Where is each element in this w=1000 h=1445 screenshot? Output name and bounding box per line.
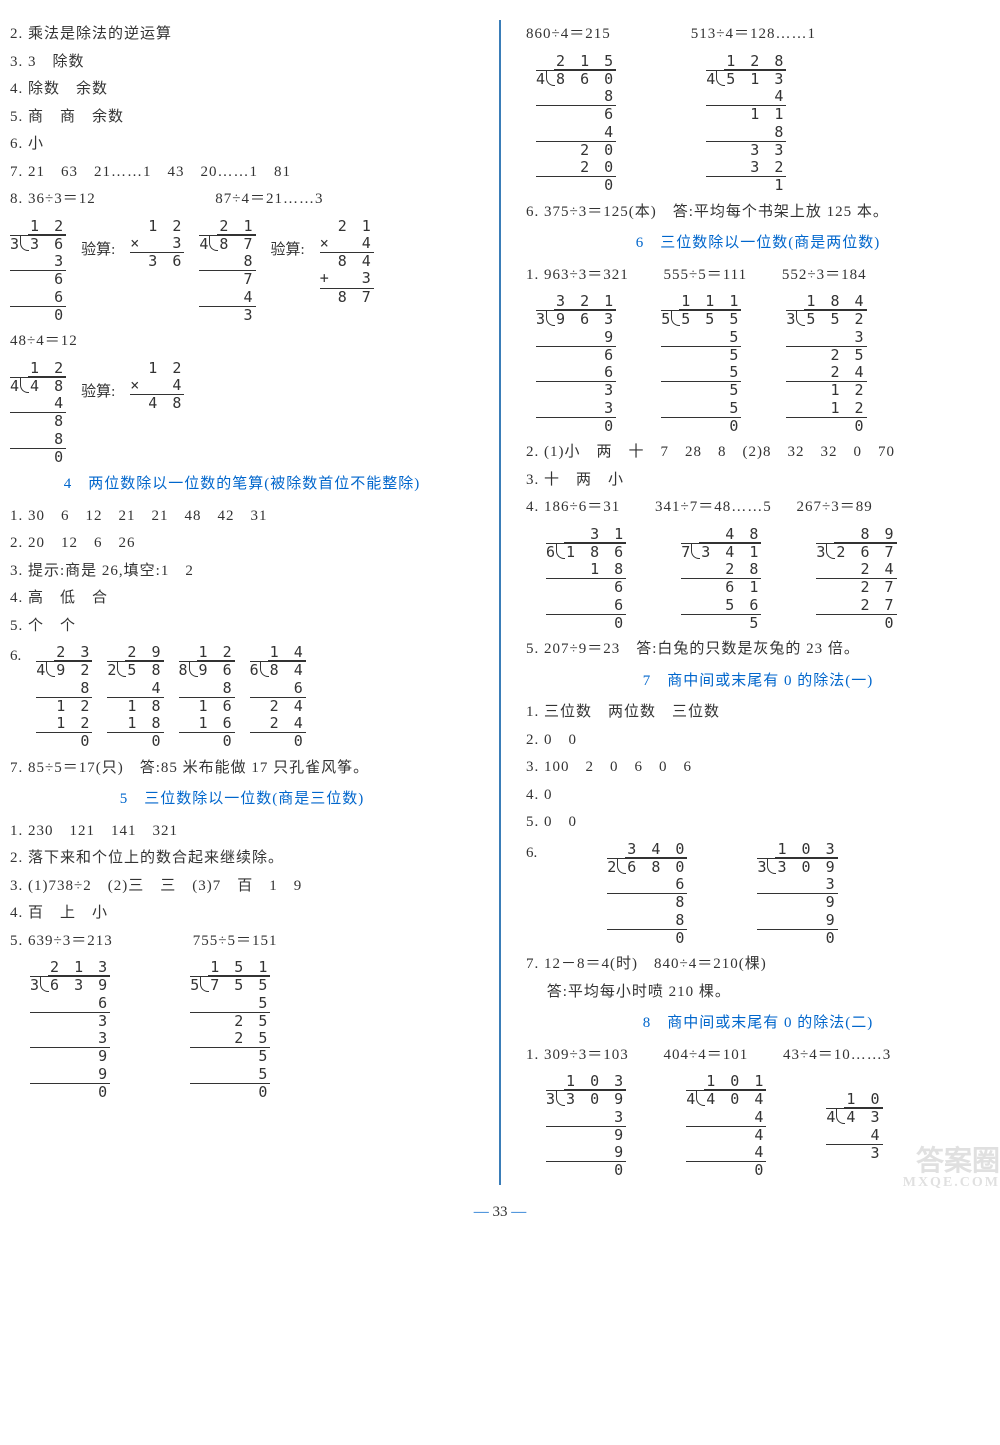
longdiv-755-5: 1 5 1 57 5 5 5 2 5 2 5 5 5 0 xyxy=(190,959,270,1101)
text-line: 4. 186÷6＝31 341÷7＝48……5 267÷3＝89 xyxy=(526,495,990,521)
text-line: 1. 230 121 141 321 xyxy=(10,819,474,845)
text-line: 5. 个 个 xyxy=(10,614,474,640)
text-line: 860÷4＝215513÷4＝128……1 xyxy=(526,22,990,48)
text-line: 5. 639÷3＝213755÷5＝151 xyxy=(10,929,474,955)
mult-21-4: 2 1 × 4 8 4 + 3 8 7 xyxy=(320,218,374,306)
right-column: 860÷4＝215513÷4＝128……1 2 1 5 48 6 0 8 6 4… xyxy=(526,20,990,1185)
item-number: 6. xyxy=(526,841,537,867)
mult-12-4: 1 2 × 4 4 8 xyxy=(130,360,184,413)
longdiv-309-3: 1 0 3 33 0 9 3 9 9 0 xyxy=(757,841,837,948)
longdiv-341-7: 4 8 73 4 1 2 8 6 1 5 6 5 xyxy=(681,526,761,633)
calc-row: 3 2 1 39 6 3 9 6 6 3 3 0 1 1 1 55 5 5 5 … xyxy=(526,293,990,435)
longdiv-36-3: 1 2 33 6 3 6 6 0 xyxy=(10,218,66,325)
text-line: 2. 20 12 6 26 xyxy=(10,531,474,557)
text-line: 1. 三位数 两位数 三位数 xyxy=(526,700,990,726)
calc-row: 1 0 3 33 0 9 3 9 9 0 1 0 1 44 0 4 4 4 4 … xyxy=(526,1073,990,1180)
page-number: — 33 — xyxy=(10,1200,990,1226)
calc-row: 1 2 33 6 3 6 6 0 验算: 1 2 × 3 3 6 2 1 48 … xyxy=(10,218,474,325)
text-line: 4. 高 低 合 xyxy=(10,586,474,612)
longdiv-186-6: 3 1 61 8 6 1 8 6 6 0 xyxy=(546,526,626,633)
longdiv-404-4: 1 0 1 44 0 4 4 4 4 0 xyxy=(686,1073,766,1180)
text-line: 2. (1)小 两 十 7 28 8 (2)8 32 32 0 70 xyxy=(526,440,990,466)
text-line: 6. 小 xyxy=(10,132,474,158)
longdiv-96-8: 1 2 89 6 8 1 6 1 6 0 xyxy=(179,644,235,751)
longdiv-309-3b: 1 0 3 33 0 9 3 9 9 0 xyxy=(546,1073,626,1180)
text-line: 7. 12－8＝4(时) 840÷4＝210(棵) xyxy=(526,952,990,978)
text-line: 3. 十 两 小 xyxy=(526,468,990,494)
text-line: 5. 0 0 xyxy=(526,810,990,836)
longdiv-639-3: 2 1 3 36 3 9 6 3 3 9 9 0 xyxy=(30,959,110,1101)
text-line: 2. 乘法是除法的逆运算 xyxy=(10,22,474,48)
check-label: 验算: xyxy=(81,360,115,406)
text-line: 3. 3 除数 xyxy=(10,50,474,76)
column-divider xyxy=(499,20,501,1185)
text-line: 5. 商 商 余数 xyxy=(10,105,474,131)
longdiv-555-5: 1 1 1 55 5 5 5 5 5 5 5 0 xyxy=(661,293,741,435)
section-5-title: 5 三位数除以一位数(商是三位数) xyxy=(10,787,474,813)
longdiv-513-4: 1 2 8 45 1 3 4 1 1 8 3 3 3 2 1 xyxy=(706,53,786,195)
text-line: 3. 100 2 0 6 0 6 xyxy=(526,755,990,781)
longdiv-84-6: 1 4 68 4 6 2 4 2 4 0 xyxy=(250,644,306,751)
text-line: 1. 309÷3＝103 404÷4＝101 43÷4＝10……3 xyxy=(526,1043,990,1069)
text-line: 7. 85÷5＝17(只) 答:85 米布能做 17 只孔雀风筝。 xyxy=(10,756,474,782)
longdiv-87-4: 2 1 48 7 8 7 4 3 xyxy=(199,218,255,325)
calc-row: 6. 2 3 49 2 8 1 2 1 2 0 2 9 25 8 4 1 8 1… xyxy=(10,644,474,751)
text-line: 48÷4＝12 xyxy=(10,329,474,355)
longdiv-58-2: 2 9 25 8 4 1 8 1 8 0 xyxy=(107,644,163,751)
longdiv-963-3: 3 2 1 39 6 3 9 6 6 3 3 0 xyxy=(536,293,616,435)
longdiv-552-3: 1 8 4 35 5 2 3 2 5 2 4 1 2 1 2 0 xyxy=(786,293,866,435)
text-line: 8. 36÷3＝12 87÷4＝21……3 xyxy=(10,187,474,213)
calc-row: 6. 3 4 0 26 8 0 6 8 8 0 1 0 3 33 0 9 3 9… xyxy=(526,841,990,948)
text-line: 4. 百 上 小 xyxy=(10,901,474,927)
left-column: 2. 乘法是除法的逆运算 3. 3 除数 4. 除数 余数 5. 商 商 余数 … xyxy=(10,20,474,1185)
calc-row: 2 1 3 36 3 9 6 3 3 9 9 0 1 5 1 57 5 5 5 … xyxy=(10,959,474,1101)
text-line: 3. (1)738÷2 (2)三 三 (3)7 百 1 9 xyxy=(10,874,474,900)
text-line: 2. 落下来和个位上的数合起来继续除。 xyxy=(10,846,474,872)
section-6-title: 6 三位数除以一位数(商是两位数) xyxy=(526,231,990,257)
text-line: 3. 提示:商是 26,填空:1 2 xyxy=(10,559,474,585)
text-line: 1. 963÷3＝321 555÷5＝111 552÷3＝184 xyxy=(526,263,990,289)
page-container: 2. 乘法是除法的逆运算 3. 3 除数 4. 除数 余数 5. 商 商 余数 … xyxy=(10,20,990,1185)
section-8-title: 8 商中间或末尾有 0 的除法(二) xyxy=(526,1011,990,1037)
longdiv-43-4: 1 0 44 3 4 3 xyxy=(826,1091,882,1162)
text-line: 2. 0 0 xyxy=(526,728,990,754)
text-line: 4. 0 xyxy=(526,783,990,809)
check-label: 验算: xyxy=(271,218,305,264)
text-line: 6. 375÷3＝125(本) 答:平均每个书架上放 125 本。 xyxy=(526,200,990,226)
text-line: 4. 除数 余数 xyxy=(10,77,474,103)
check-label: 验算: xyxy=(81,218,115,264)
longdiv-680-2: 3 4 0 26 8 0 6 8 8 0 xyxy=(607,841,687,948)
section-4-title: 4 两位数除以一位数的笔算(被除数首位不能整除) xyxy=(10,472,474,498)
item-number: 6. xyxy=(10,644,21,670)
longdiv-92-4: 2 3 49 2 8 1 2 1 2 0 xyxy=(36,644,92,751)
longdiv-860-4: 2 1 5 48 6 0 8 6 4 2 0 2 0 0 xyxy=(536,53,616,195)
text-line: 5. 207÷9＝23 答:白兔的只数是灰兔的 23 倍。 xyxy=(526,637,990,663)
mult-12-3: 1 2 × 3 3 6 xyxy=(130,218,184,271)
calc-row: 1 2 44 8 4 8 8 0 验算: 1 2 × 4 4 8 xyxy=(10,360,474,467)
longdiv-48-4: 1 2 44 8 4 8 8 0 xyxy=(10,360,66,467)
section-7-title: 7 商中间或末尾有 0 的除法(一) xyxy=(526,669,990,695)
text-line: 1. 30 6 12 21 21 48 42 31 xyxy=(10,504,474,530)
text-line: 答:平均每小时喷 210 棵。 xyxy=(526,980,990,1006)
longdiv-267-3: 8 9 32 6 7 2 4 2 7 2 7 0 xyxy=(816,526,896,633)
text-line: 7. 21 63 21……1 43 20……1 81 xyxy=(10,160,474,186)
calc-row: 3 1 61 8 6 1 8 6 6 0 4 8 73 4 1 2 8 6 1 … xyxy=(526,526,990,633)
calc-row: 2 1 5 48 6 0 8 6 4 2 0 2 0 0 1 2 8 45 1 … xyxy=(526,53,990,195)
